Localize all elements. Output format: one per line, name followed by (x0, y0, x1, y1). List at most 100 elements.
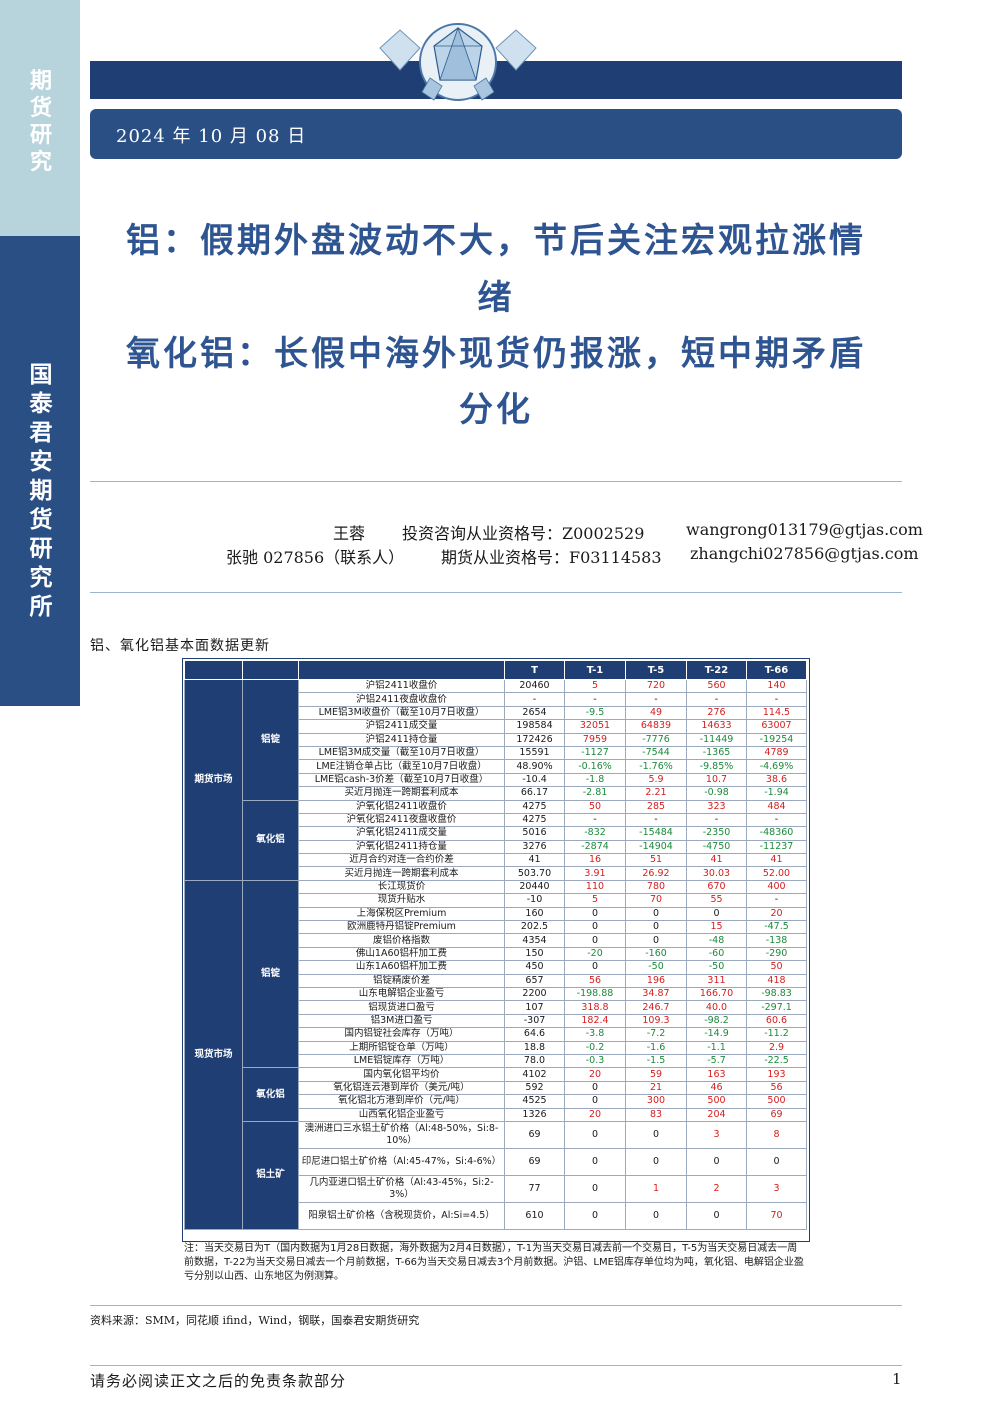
change-cell: -20 (564, 946, 626, 962)
change-cell: - (686, 812, 747, 828)
table-caption: 铝、氧化铝基本面数据更新 (90, 638, 270, 654)
table-row: 山西氧化铝企业盈亏 1326 20 83 204 69 (185, 1107, 807, 1122)
change-cell: -198.88 (564, 986, 626, 1002)
change-cell: -11.2 (746, 1027, 807, 1042)
divider (90, 592, 902, 593)
change-cell: 204 (686, 1107, 747, 1122)
author-2-cert: 期货从业资格号：F03114583 (441, 548, 662, 567)
change-cell: 400 (746, 879, 807, 895)
change-cell: 5.9 (625, 772, 687, 788)
change-cell: - (625, 692, 687, 707)
value-cell: 592 (504, 1080, 565, 1096)
indicator-name: 上海保税区Premium (298, 906, 505, 922)
change-cell: -11449 (686, 732, 747, 747)
indicator-name: 买近月抛连一跨期套利成本 (298, 866, 505, 881)
value-cell: 172426 (504, 732, 565, 747)
change-cell: 720 (625, 678, 687, 694)
footer-divider (90, 1365, 902, 1366)
change-cell: 52.00 (746, 866, 807, 881)
change-cell: 0 (564, 1120, 626, 1149)
table-row: 买近月抛连一跨期套利成本 66.17 -2.81 2.21 -0.98 -1.94 (185, 786, 807, 801)
change-cell: -48 (686, 933, 747, 948)
sidebar-top-band: 期货研究 (0, 0, 80, 236)
change-cell: 2.9 (746, 1040, 807, 1055)
col-header: T (504, 660, 565, 680)
indicator-name: 现货升贴水 (298, 893, 505, 908)
change-cell: 0 (625, 1120, 687, 1149)
value-cell: 198584 (504, 719, 565, 734)
change-cell: -3.8 (564, 1027, 626, 1042)
indicator-name: 氧化铝连云港到岸价（美元/吨） (298, 1080, 505, 1096)
change-cell: 15 (686, 920, 747, 935)
change-cell: 0 (564, 1201, 626, 1230)
change-cell: 83 (625, 1107, 687, 1122)
indicator-name: LME铝锭库存（万吨） (298, 1053, 505, 1069)
change-cell: 0 (625, 1201, 687, 1230)
table-row: LME铝锭库存（万吨） 78.0 -0.3 -1.5 -5.7 -22.5 (185, 1053, 807, 1069)
indicator-name: 沪氧化铝2411成交量 (298, 826, 505, 841)
change-cell: -22.5 (746, 1053, 807, 1069)
value-cell: 610 (504, 1201, 565, 1230)
table-row: 沪铝2411成交量 198584 32051 64839 14633 63007 (185, 719, 807, 734)
value-cell: 503.70 (504, 866, 565, 881)
change-cell: 0 (625, 1147, 687, 1176)
table-row: 氧化铝连云港到岸价（美元/吨） 592 0 21 46 56 (185, 1080, 807, 1096)
change-cell: -9.85% (686, 759, 747, 774)
change-cell: -11237 (746, 839, 807, 855)
indicator-name: 佛山1A60铝杆加工费 (298, 946, 505, 962)
indicator-name: 国内铝锭社会库存（万吨） (298, 1027, 505, 1042)
change-cell: - (686, 692, 747, 707)
change-cell: 40.0 (686, 1000, 747, 1015)
indicator-name: 几内亚进口铝土矿价格（Al:43-45%，Si:2-3%） (298, 1174, 505, 1203)
change-cell: -50 (625, 960, 687, 975)
indicator-name: LME铝3M成交量（截至10月7日收盘） (298, 745, 505, 761)
indicator-name: LME铝cash-3价差（截至10月7日收盘） (298, 772, 505, 788)
subcategory-cell: 氧化铝 (242, 799, 299, 881)
change-cell: 318.8 (564, 1000, 626, 1015)
table-row: 期货市场 铝锭 沪铝2411收盘价 20460 5 720 560 140 (184, 678, 807, 881)
indicator-name: 沪铝2411夜盘收盘价 (298, 692, 505, 707)
col-header: T-22 (686, 660, 747, 680)
indicator-name: 铝3M进口盈亏 (298, 1013, 505, 1029)
change-cell: -60 (686, 946, 747, 962)
change-cell: -7776 (625, 732, 687, 747)
subcategory-cell: 铝锭 (242, 879, 299, 1069)
change-cell: 51 (625, 853, 687, 868)
change-cell: 670 (686, 879, 747, 895)
table-row: 买近月抛连一跨期套利成本 503.70 3.91 26.92 30.03 52.00 (185, 866, 807, 881)
change-cell: 21 (625, 1080, 687, 1096)
change-cell: 0 (564, 1080, 626, 1096)
table-frame (182, 658, 810, 1242)
indicator-name: 欧洲鹿特丹铝锭Premium (298, 920, 505, 935)
change-cell: -15484 (625, 826, 687, 841)
col-header: T-66 (746, 660, 807, 680)
subcategory-cell: 氧化铝 (242, 1067, 299, 1122)
value-cell: 20460 (504, 678, 565, 694)
change-cell: 34.87 (625, 986, 687, 1002)
change-cell: 41 (686, 853, 747, 868)
col-header: T-1 (564, 660, 626, 680)
change-cell: 0 (686, 1147, 747, 1176)
change-cell: 418 (746, 973, 807, 988)
table-note: 注：当天交易日为T（国内数据为1月28日数据，海外数据为2月4日数据），T-1为… (184, 1243, 804, 1282)
change-cell: 182.4 (564, 1013, 626, 1029)
change-cell: -0.16% (564, 759, 626, 774)
change-cell: 500 (686, 1094, 747, 1109)
change-cell: 166.70 (686, 986, 747, 1002)
change-cell: 0 (564, 920, 626, 935)
change-cell: -9.5 (564, 705, 626, 721)
change-cell: -0.3 (564, 1053, 626, 1069)
table-row: 沪铝2411持仓量 172426 7959 -7776 -11449 -19254 (185, 732, 807, 747)
indicator-name: 澳洲进口三水铝土矿价格（Al:48-50%，Si:8-10%） (298, 1120, 505, 1149)
title-line-4: 分化 (459, 390, 533, 430)
table-row: 氧化铝 国内氧化铝平均价 4102 20 59 163 193 (185, 1067, 807, 1122)
change-cell: -2350 (686, 826, 747, 841)
change-cell: 0 (564, 933, 626, 948)
value-cell: 4525 (504, 1094, 565, 1109)
change-cell: 16 (564, 853, 626, 868)
author-1-cert: 投资咨询从业资格号：Z0002529 (402, 524, 645, 543)
change-cell: -2874 (564, 839, 626, 855)
change-cell: 69 (746, 1107, 807, 1122)
change-cell: -1.6 (625, 1040, 687, 1055)
divider (90, 481, 902, 482)
